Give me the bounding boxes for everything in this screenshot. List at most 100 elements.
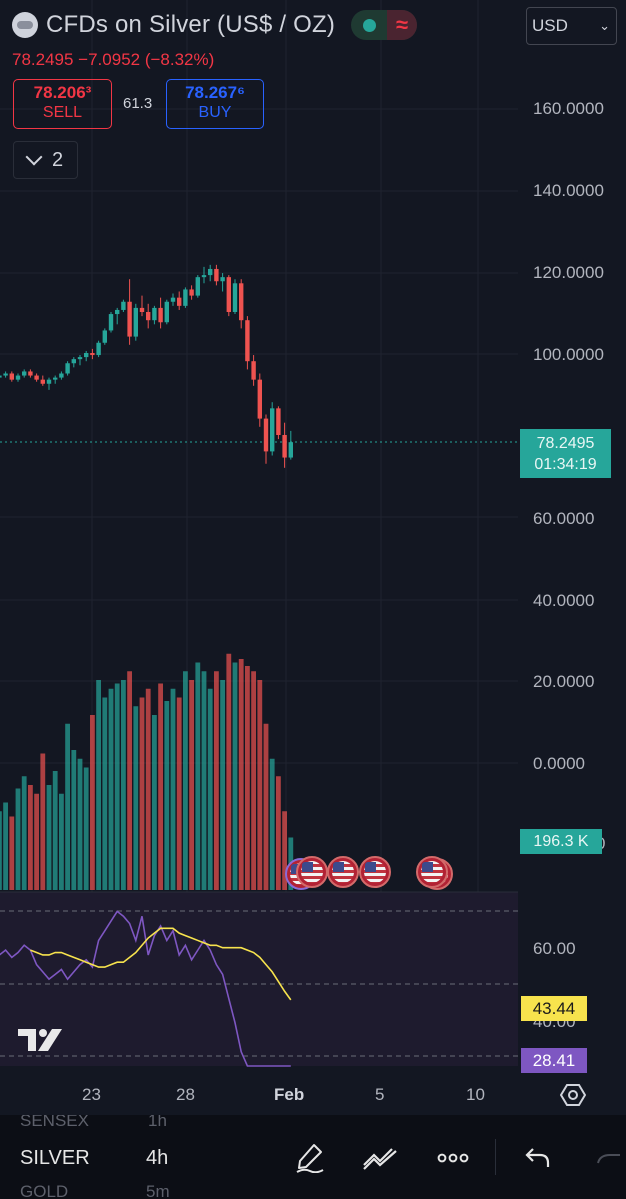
candle-body: [34, 375, 39, 380]
rsi-ma-badge: 43.44: [521, 996, 587, 1021]
silver-logo-icon: [12, 12, 38, 38]
volume-bar: [40, 753, 46, 890]
us-flag-icon[interactable]: [327, 856, 359, 888]
volume-bar: [158, 683, 163, 890]
buy-button[interactable]: 78.267⁶ BUY: [166, 79, 264, 129]
market-status-pill[interactable]: ≈: [351, 10, 418, 40]
rsi-value-badge: 28.41: [521, 1048, 587, 1073]
trend-line-icon[interactable]: [362, 1141, 398, 1173]
ghost-timeframe-next[interactable]: 5m: [146, 1182, 170, 1199]
volume-bar: [121, 680, 126, 890]
candle-body: [59, 373, 64, 378]
candle-body: [40, 379, 45, 384]
price-axis-label: 160.0000: [533, 99, 604, 118]
volume-bar: [108, 688, 114, 890]
volume-badge: 196.3 K: [520, 829, 602, 854]
bar-countdown: 01:34:19: [534, 456, 597, 473]
volume-bar: [9, 816, 15, 890]
settings-icon[interactable]: [560, 1082, 586, 1108]
volume-bar: [21, 776, 27, 890]
volume-bar: [15, 788, 21, 890]
volume-bar: [214, 671, 219, 890]
undo-icon[interactable]: [524, 1141, 552, 1173]
us-flag-icon[interactable]: [359, 856, 391, 888]
candle-body: [139, 307, 145, 312]
indicators-count: 2: [51, 148, 64, 171]
pencil-icon[interactable]: [294, 1141, 326, 1173]
volume-bar: [183, 671, 188, 890]
indicators-toggle[interactable]: 2: [13, 141, 78, 179]
candle-body: [263, 418, 269, 452]
volume-bar: [207, 688, 213, 890]
price-axis-label: 20.0000: [533, 672, 595, 691]
redo-icon[interactable]: [596, 1141, 624, 1173]
volume-bar: [245, 666, 250, 890]
candle-body: [201, 275, 207, 278]
candle-body: [127, 301, 132, 337]
candle-body: [232, 283, 238, 312]
candle-body: [245, 320, 250, 362]
ghost-symbol-previous[interactable]: SENSEX: [20, 1115, 89, 1130]
rsi-pane-background: [0, 892, 518, 1066]
symbol-title[interactable]: CFDs on Silver (US$ / OZ): [46, 11, 336, 38]
volume-bar: [176, 697, 182, 890]
tradingview-logo-icon[interactable]: [18, 1027, 66, 1053]
us-flag-icon[interactable]: [416, 856, 448, 888]
volume-bar: [276, 776, 281, 890]
currency-select[interactable]: USD ⌄: [526, 7, 617, 45]
volume-bar: [65, 723, 70, 890]
volume-bar: [238, 659, 244, 890]
candle-body: [9, 373, 14, 380]
time-axis-label: 10: [466, 1085, 485, 1104]
volume-bar: [269, 758, 275, 890]
volume-bar: [96, 680, 101, 890]
chevron-down-icon: [25, 148, 43, 166]
candle-body: [183, 289, 188, 306]
candle-body: [189, 289, 194, 296]
buy-label: BUY: [198, 104, 232, 121]
volume-bar: [90, 715, 95, 890]
candle-body: [251, 361, 256, 380]
price-axis-label: 60.0000: [533, 509, 595, 528]
volume-bar: [170, 688, 176, 890]
candle-body: [96, 342, 101, 356]
rsi-ma-line: [30, 927, 292, 1001]
candle-body: [3, 373, 8, 376]
symbol-header[interactable]: CFDs on Silver (US$ / OZ) ≈: [12, 10, 418, 40]
sell-button[interactable]: 78.206³ SELL: [13, 79, 112, 129]
candle-body: [226, 277, 231, 312]
candle-body: [46, 379, 52, 384]
ghost-symbol-next[interactable]: GOLD: [20, 1182, 69, 1199]
price-axis-label: 120.0000: [533, 263, 604, 282]
volume-bar: [52, 771, 58, 890]
volume-bar: [263, 723, 269, 890]
more-icon[interactable]: [436, 1141, 470, 1173]
candle-body: [146, 312, 151, 321]
volume-bar: [114, 683, 120, 890]
candle-body: [208, 268, 213, 276]
timeframe-picker[interactable]: 4h: [146, 1147, 169, 1169]
candle-body: [77, 357, 83, 360]
symbol-picker[interactable]: SILVER: [20, 1147, 90, 1169]
candle-body: [170, 297, 176, 302]
candle-body: [270, 408, 275, 452]
candle-body: [220, 277, 225, 282]
volume-bar: [251, 671, 256, 890]
volume-bar: [0, 811, 2, 890]
us-flag-icon[interactable]: [296, 856, 328, 888]
candle-body: [115, 309, 120, 315]
chart-canvas[interactable]: [0, 0, 626, 1115]
price-axis-label: 40.0000: [533, 591, 595, 610]
volume-bar: [220, 680, 225, 890]
candle-body: [71, 359, 76, 364]
volume-bar: [133, 706, 139, 890]
chevron-down-icon: ⌄: [599, 18, 610, 33]
rsi-axis-label: 60.00: [533, 939, 576, 958]
wave-icon: ≈: [387, 10, 418, 40]
currency-value: USD: [532, 16, 568, 35]
volume-bar: [164, 701, 170, 890]
candle-body: [257, 379, 262, 419]
volume-bar: [232, 662, 238, 890]
ghost-timeframe-previous[interactable]: 1h: [148, 1115, 167, 1130]
volume-bar: [189, 680, 194, 890]
